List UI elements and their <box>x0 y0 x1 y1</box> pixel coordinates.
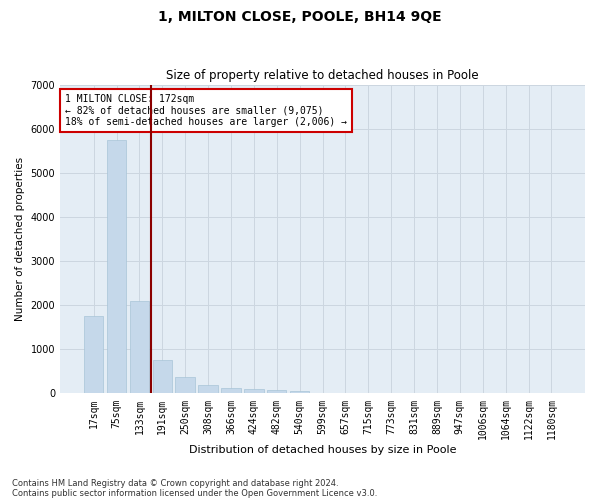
Bar <box>290 392 310 394</box>
Bar <box>107 140 126 394</box>
Bar <box>267 390 286 394</box>
Bar <box>130 301 149 394</box>
Bar <box>221 388 241 394</box>
Bar <box>199 384 218 394</box>
Bar <box>84 316 103 394</box>
Text: Contains public sector information licensed under the Open Government Licence v3: Contains public sector information licen… <box>12 488 377 498</box>
Text: 1 MILTON CLOSE: 172sqm
← 82% of detached houses are smaller (9,075)
18% of semi-: 1 MILTON CLOSE: 172sqm ← 82% of detached… <box>65 94 347 127</box>
Y-axis label: Number of detached properties: Number of detached properties <box>15 157 25 321</box>
Bar <box>175 377 195 394</box>
Bar <box>244 389 263 394</box>
X-axis label: Distribution of detached houses by size in Poole: Distribution of detached houses by size … <box>189 445 456 455</box>
Text: 1, MILTON CLOSE, POOLE, BH14 9QE: 1, MILTON CLOSE, POOLE, BH14 9QE <box>158 10 442 24</box>
Text: Contains HM Land Registry data © Crown copyright and database right 2024.: Contains HM Land Registry data © Crown c… <box>12 478 338 488</box>
Bar <box>152 360 172 394</box>
Title: Size of property relative to detached houses in Poole: Size of property relative to detached ho… <box>166 69 479 82</box>
